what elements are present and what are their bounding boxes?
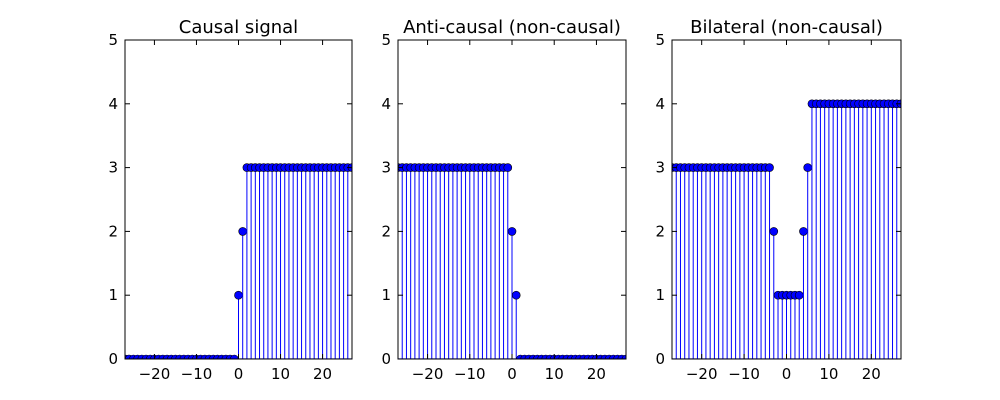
causal-x-tick-label: −20 xyxy=(139,365,171,383)
causal-point xyxy=(229,354,239,359)
anti-causal-y-tick-label: 3 xyxy=(381,159,391,177)
causal-y-tick-label: 3 xyxy=(108,159,118,177)
causal-point xyxy=(238,227,248,236)
anti-causal-point xyxy=(503,163,513,172)
bilateral-y-tick-label: 5 xyxy=(655,31,665,49)
anti-causal-y-tick-label: 4 xyxy=(381,95,391,113)
anti-causal-y-tick-label: 0 xyxy=(381,350,391,368)
bilateral-x-tick-label: −20 xyxy=(686,365,718,383)
causal-point xyxy=(234,290,243,300)
causal-y-tick-label: 5 xyxy=(108,31,118,49)
causal-y-tick-label: 4 xyxy=(108,95,118,113)
anti-causal-title: Anti-causal (non-causal) xyxy=(403,17,621,38)
anti-causal-point xyxy=(621,354,626,359)
anti-causal-marks xyxy=(398,163,626,359)
anti-causal-x-tick-label: 0 xyxy=(507,365,517,383)
bilateral-point xyxy=(769,227,779,236)
causal-y-tick-label: 0 xyxy=(108,350,118,368)
causal-y-tick-label: 1 xyxy=(108,286,118,304)
anti-causal-x-tick-label: −10 xyxy=(454,365,486,383)
bilateral-x-tick-label: 0 xyxy=(782,365,792,383)
bilateral-point xyxy=(799,227,808,236)
bilateral-point xyxy=(765,163,774,172)
anti-causal-y-tick-label: 5 xyxy=(381,31,391,49)
bilateral-title: Bilateral (non-causal) xyxy=(690,17,883,38)
anti-causal-x-tick-label: 20 xyxy=(587,365,606,383)
anti-causal-panel: Anti-causal (non-causal) 0 1 2 3 4 5 −20 −10 0 10… xyxy=(381,17,627,383)
anti-causal-x-tick-label: −20 xyxy=(412,365,444,383)
causal-y-tick-label: 2 xyxy=(108,222,118,240)
bilateral-y-tick-label: 0 xyxy=(655,350,665,368)
bilateral-panel: Bilateral (non-causal) 0 1 2 3 4 5 −20 −10 0 10 20 xyxy=(655,17,902,383)
causal-x-tick-label: 0 xyxy=(234,365,244,383)
bilateral-marks xyxy=(672,99,901,359)
bilateral-y-tick-label: 1 xyxy=(655,286,665,304)
causal-x-tick-label: 10 xyxy=(271,365,290,383)
bilateral-x-tick-label: 10 xyxy=(819,365,838,383)
causal-signal-panel: Causal signal 0 1 2 3 4 5 −20 −10 0 10 20 xyxy=(108,17,353,383)
bilateral-x-tick-label: 20 xyxy=(862,365,881,383)
anti-causal-point xyxy=(507,227,517,236)
bilateral-point xyxy=(803,163,813,172)
anti-causal-point xyxy=(511,290,521,300)
bilateral-point xyxy=(794,290,804,300)
anti-causal-y-tick-label: 1 xyxy=(381,286,391,304)
causal-signal-title: Causal signal xyxy=(179,17,298,38)
causal-marks xyxy=(125,163,352,359)
anti-causal-y-tick-label: 2 xyxy=(381,222,391,240)
causal-x-tick-label: 20 xyxy=(313,365,332,383)
bilateral-y-tick-label: 2 xyxy=(655,222,665,240)
anti-causal-x-tick-label: 10 xyxy=(545,365,564,383)
causal-x-tick-label: −10 xyxy=(181,365,213,383)
bilateral-y-tick-label: 3 xyxy=(655,159,665,177)
bilateral-y-tick-label: 4 xyxy=(655,95,665,113)
bilateral-x-tick-label: −10 xyxy=(728,365,760,383)
